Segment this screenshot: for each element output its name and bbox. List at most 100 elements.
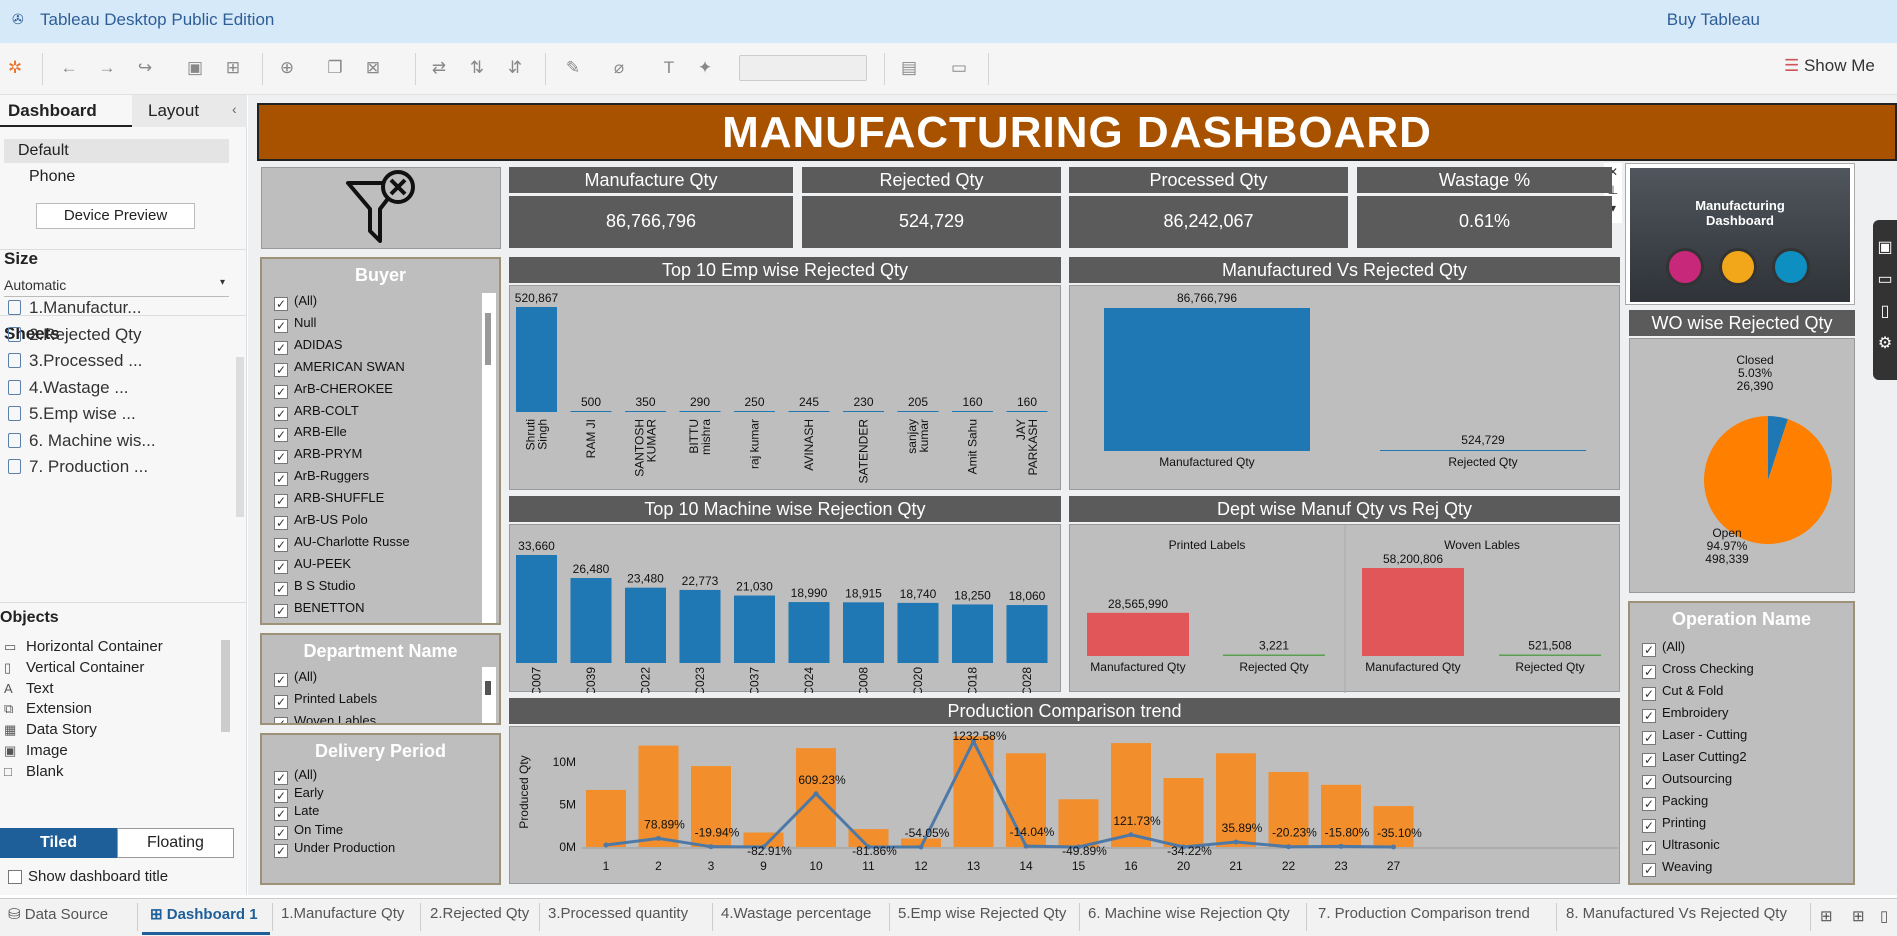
bar[interactable] [1380,450,1586,451]
bar[interactable] [516,307,557,412]
sheet-tab[interactable]: 4.Wastage percentage [721,905,871,922]
bar[interactable] [1006,411,1048,412]
new-sheet-tab-icon[interactable]: ⊞ [1820,908,1833,925]
filter-option[interactable]: ✓ Cross Checking [1642,661,1754,679]
object-item[interactable]: ⧉ Extension [4,700,92,717]
bar[interactable] [848,829,889,847]
bar[interactable] [734,411,775,412]
new-story-tab-icon[interactable]: ▯ [1880,908,1889,925]
bar[interactable] [843,411,884,412]
sheet-item[interactable]: 5.Emp wise ... [8,404,136,424]
duplicate-sheet-icon[interactable]: ❐ [327,58,343,77]
sheet-tab[interactable]: ⛁ Data Source [8,905,108,923]
side-toolbar[interactable]: ▣ ▭ ▯ ⚙ [1873,220,1897,380]
trend-point[interactable] [761,844,766,850]
sort-asc-icon[interactable]: ⇅ [469,58,485,77]
filter-option[interactable]: ✓ AU-Charlotte Russe [274,534,410,552]
size-dropdown[interactable]: Automatic ▾ [4,277,229,297]
clear-filter-icon[interactable] [344,169,424,249]
filter-option[interactable]: ✓ (All) [1642,639,1685,657]
filter-option[interactable]: ✓ (All) [274,767,317,785]
buyer-scrollbar[interactable] [482,293,496,623]
show-cards-icon[interactable]: ▤ [900,58,918,77]
filter-option[interactable]: ✓ Null [274,315,316,333]
sheet-tab[interactable]: 6. Machine wise Rejection Qty [1088,905,1290,922]
filter-option[interactable]: ✓ Late [274,803,319,822]
filter-option[interactable]: ✓ Cut & Fold [1642,683,1723,701]
trend-point[interactable] [1023,843,1029,849]
filter-option[interactable]: ✓ On Time [274,822,343,840]
bar[interactable] [1163,778,1204,847]
device-phone[interactable]: Phone [29,168,76,185]
bar[interactable] [1373,806,1414,847]
filter-option[interactable]: ✓ AMERICAN SWAN [274,359,405,377]
tiled-button[interactable]: Tiled [0,828,117,858]
trend-point[interactable] [1286,844,1291,850]
filter-option[interactable]: ✓ ArB-CHEROKEE [274,381,393,399]
filter-option[interactable]: ✓ ARB-COLT [274,403,359,421]
undo-icon[interactable]: ← [60,58,78,77]
bar[interactable] [952,604,993,663]
sheet-tab[interactable]: 2.Rejected Qty [430,905,529,922]
show-title-checkbox[interactable]: Show dashboard title [8,868,168,885]
buy-tableau-link[interactable]: Buy Tableau [1666,10,1760,29]
bar[interactable] [625,587,666,663]
sheet-item[interactable]: 6. Machine wis... [8,431,156,451]
filter-option[interactable]: ✓ Laser - Cutting [1642,727,1747,745]
bar[interactable] [570,578,612,663]
bar[interactable] [1268,772,1309,847]
bar[interactable] [570,411,612,412]
object-item[interactable]: □ Blank [4,763,64,780]
bar[interactable] [1006,605,1048,663]
filter-option[interactable]: ✓ AU-PEEK [274,556,351,574]
filter-option[interactable]: ✓ Printing [1642,815,1706,833]
objects-scrollbar[interactable] [221,640,230,732]
sheet-tab[interactable]: ⊞ Dashboard 1 [150,905,258,923]
sheet-tab[interactable]: 8. Manufactured Vs Rejected Qty [1566,905,1787,922]
tab-dashboard[interactable]: Dashboard [0,95,132,127]
trend-point[interactable] [1233,839,1239,845]
filter-option[interactable]: ✓ Laser Cutting2 [1642,749,1747,767]
swap-icon[interactable]: ⇄ [431,58,447,77]
bar[interactable] [952,411,993,412]
filter-option[interactable]: ✓ (All) [274,293,317,311]
pie-slice[interactable] [1704,416,1832,544]
bar[interactable] [679,589,721,663]
bar[interactable] [796,748,836,847]
trend-point[interactable] [1338,843,1344,849]
bar[interactable] [901,838,941,847]
object-item[interactable]: A Text [4,680,54,697]
fit-dropdown[interactable] [739,55,867,81]
bar[interactable] [1499,654,1601,657]
object-item[interactable]: ▭ Horizontal Container [4,638,163,655]
bar[interactable] [953,736,994,847]
object-item[interactable]: ▯ Vertical Container [4,659,144,676]
presentation-icon[interactable]: ▭ [950,58,968,77]
sheet-item[interactable]: 3.Processed ... [8,351,142,371]
sheet-item[interactable]: 4.Wastage ... [8,378,129,398]
bar[interactable] [516,555,557,663]
filter-option[interactable]: ✓ Weaving [1642,859,1712,877]
device-preview-button[interactable]: Device Preview [36,203,195,229]
object-item[interactable]: ▦ Data Story [4,721,97,738]
trend-point[interactable] [1391,844,1396,850]
trend-point[interactable] [1128,832,1134,838]
device-default[interactable]: Default [4,139,229,163]
sort-desc-icon[interactable]: ⇵ [507,58,523,77]
sheet-tab[interactable]: 7. Production Comparison trend [1318,905,1530,922]
bar[interactable] [1321,784,1361,847]
filter-option[interactable]: ✓ Early [274,785,324,804]
sheet-item[interactable]: 1.Manufactur... [8,298,141,318]
bar[interactable] [897,602,939,663]
filter-option[interactable]: ✓ (All) [274,669,317,687]
bar[interactable] [638,745,679,847]
tableau-logo-icon[interactable]: ✲ [7,58,23,77]
filter-option[interactable]: ✓ Outsourcing [1642,771,1732,789]
tab-layout[interactable]: Layout [132,95,247,127]
trend-point[interactable] [866,844,871,850]
redo-icon[interactable]: → [98,58,116,77]
clear-sheet-icon[interactable]: ⊠ [365,58,381,77]
trend-point[interactable] [708,844,714,850]
bar[interactable] [1362,568,1464,656]
bar[interactable] [1104,308,1310,451]
